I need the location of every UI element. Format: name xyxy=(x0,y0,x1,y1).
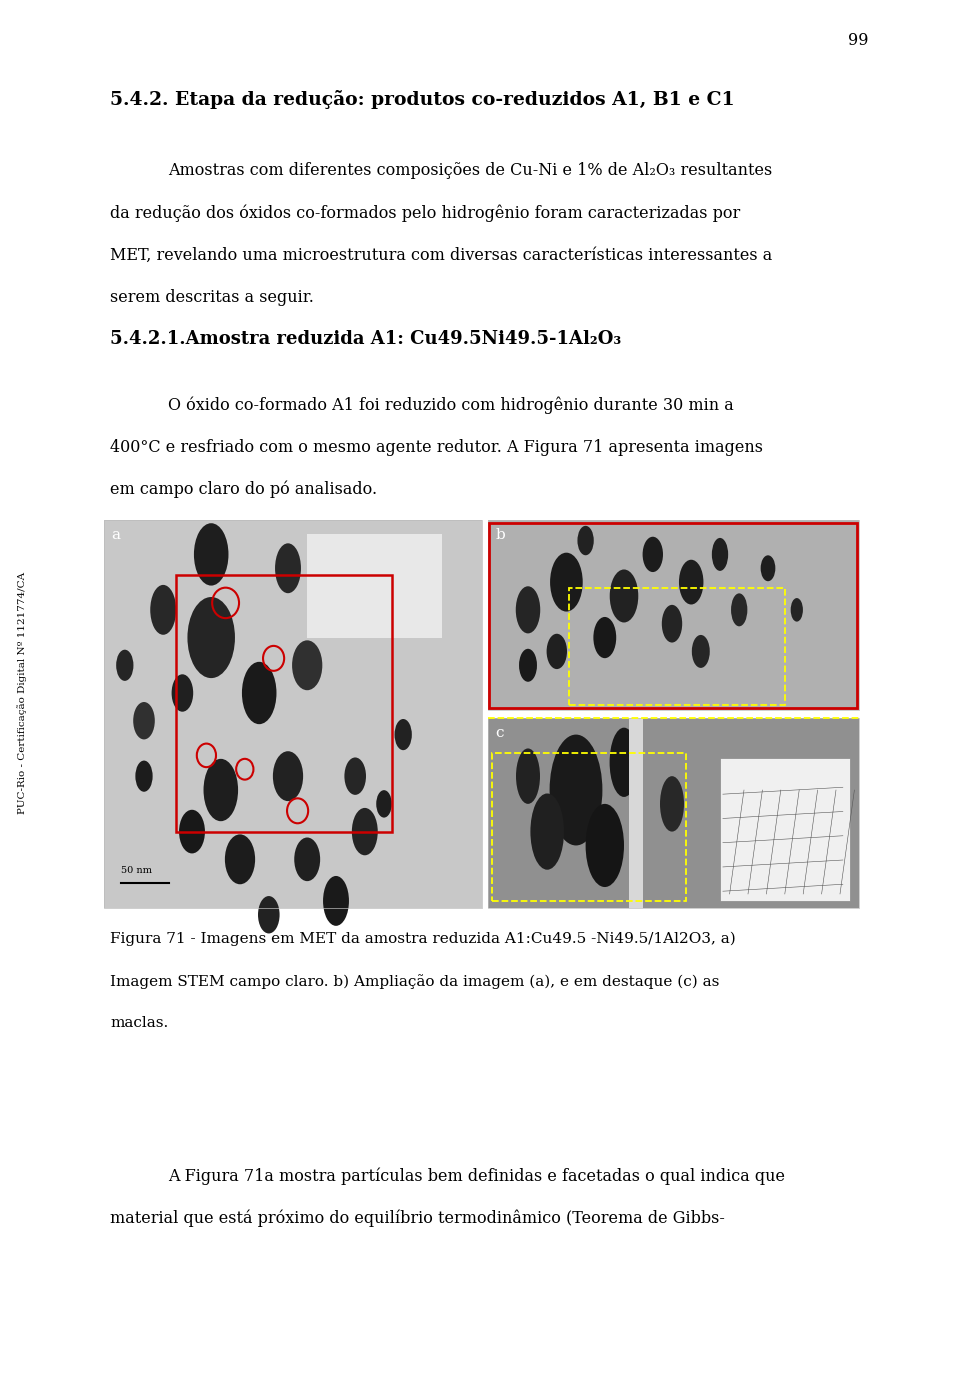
Ellipse shape xyxy=(661,604,683,643)
Ellipse shape xyxy=(610,570,638,622)
Text: serem descritas a seguir.: serem descritas a seguir. xyxy=(110,290,314,306)
Ellipse shape xyxy=(550,553,583,611)
Ellipse shape xyxy=(242,663,276,723)
Ellipse shape xyxy=(586,804,624,887)
Ellipse shape xyxy=(179,809,205,854)
Text: Imagem STEM campo claro. b) Ampliação da imagem (a), e em destaque (c) as: Imagem STEM campo claro. b) Ampliação da… xyxy=(110,973,720,988)
Ellipse shape xyxy=(395,719,412,750)
Ellipse shape xyxy=(276,543,301,593)
Ellipse shape xyxy=(760,556,776,581)
Ellipse shape xyxy=(292,640,323,690)
Ellipse shape xyxy=(225,834,255,884)
Bar xyxy=(492,753,685,901)
Ellipse shape xyxy=(549,735,603,845)
Ellipse shape xyxy=(323,876,349,926)
Ellipse shape xyxy=(273,751,303,801)
Ellipse shape xyxy=(187,597,235,678)
Ellipse shape xyxy=(294,837,320,881)
Text: a: a xyxy=(111,528,120,542)
Text: c: c xyxy=(495,726,504,740)
Ellipse shape xyxy=(692,635,709,668)
Ellipse shape xyxy=(660,776,684,832)
Ellipse shape xyxy=(376,790,392,818)
Ellipse shape xyxy=(133,701,155,740)
Ellipse shape xyxy=(578,525,593,556)
Ellipse shape xyxy=(530,793,564,870)
Ellipse shape xyxy=(732,593,748,626)
Text: da redução dos óxidos co-formados pelo hidrogênio foram caracterizadas por: da redução dos óxidos co-formados pelo h… xyxy=(110,204,741,222)
Bar xyxy=(489,523,857,708)
Ellipse shape xyxy=(135,761,153,791)
Bar xyxy=(629,718,643,908)
Bar xyxy=(488,718,859,908)
Bar xyxy=(569,588,784,705)
Text: 400°C e resfriado com o mesmo agente redutor. A Figura 71 apresenta imagens: 400°C e resfriado com o mesmo agente red… xyxy=(110,438,763,456)
Ellipse shape xyxy=(116,650,133,681)
Bar xyxy=(104,520,482,908)
Bar xyxy=(488,520,859,710)
Ellipse shape xyxy=(791,599,803,621)
Text: Figura 71 - Imagens em MET da amostra reduzida A1:Cu49.5 -Ni49.5/1Al2O3, a): Figura 71 - Imagens em MET da amostra re… xyxy=(110,931,736,945)
Ellipse shape xyxy=(519,649,537,682)
Text: MET, revelando uma microestrutura com diversas características interessantes a: MET, revelando uma microestrutura com di… xyxy=(110,247,773,263)
Bar xyxy=(307,534,442,638)
Text: b: b xyxy=(495,528,505,542)
Ellipse shape xyxy=(516,748,540,804)
Ellipse shape xyxy=(546,633,567,669)
Ellipse shape xyxy=(258,895,279,934)
Text: 99: 99 xyxy=(849,32,869,49)
Ellipse shape xyxy=(172,675,193,712)
Text: 5.4.2. Etapa da redução: produtos co-reduzidos A1, B1 e C1: 5.4.2. Etapa da redução: produtos co-red… xyxy=(110,90,735,109)
Bar xyxy=(104,520,482,908)
Bar xyxy=(488,718,859,908)
Bar xyxy=(176,575,392,832)
Ellipse shape xyxy=(593,617,616,658)
Ellipse shape xyxy=(712,538,728,571)
Text: O óxido co-formado A1 foi reduzido com hidrogênio durante 30 min a: O óxido co-formado A1 foi reduzido com h… xyxy=(168,396,733,414)
Text: A Figura 71a mostra partículas bem definidas e facetadas o qual indica que: A Figura 71a mostra partículas bem defin… xyxy=(168,1167,785,1185)
Bar xyxy=(488,520,859,710)
Ellipse shape xyxy=(194,523,228,585)
Text: em campo claro do pó analisado.: em campo claro do pó analisado. xyxy=(110,481,377,499)
Text: PUC-Rio - Certificação Digital Nº 1121774/CA: PUC-Rio - Certificação Digital Nº 112177… xyxy=(17,572,27,814)
Text: maclas.: maclas. xyxy=(110,1016,169,1030)
Ellipse shape xyxy=(345,757,366,796)
Ellipse shape xyxy=(610,728,638,797)
Ellipse shape xyxy=(679,560,704,604)
Text: material que está próximo do equilíbrio termodinâmico (Teorema de Gibbs-: material que está próximo do equilíbrio … xyxy=(110,1209,725,1227)
Ellipse shape xyxy=(642,536,663,572)
Ellipse shape xyxy=(352,808,377,855)
Text: Amostras com diferentes composições de Cu-Ni e 1% de Al₂O₃ resultantes: Amostras com diferentes composições de C… xyxy=(168,162,772,179)
Ellipse shape xyxy=(204,760,238,821)
Ellipse shape xyxy=(516,586,540,633)
Ellipse shape xyxy=(150,585,177,635)
Text: 5.4.2.1.Amostra reduzida A1: Cu49.5Ni49.5-1Al₂O₃: 5.4.2.1.Amostra reduzida A1: Cu49.5Ni49.… xyxy=(110,330,622,348)
Text: 50 nm: 50 nm xyxy=(121,866,152,875)
Bar xyxy=(720,758,850,901)
